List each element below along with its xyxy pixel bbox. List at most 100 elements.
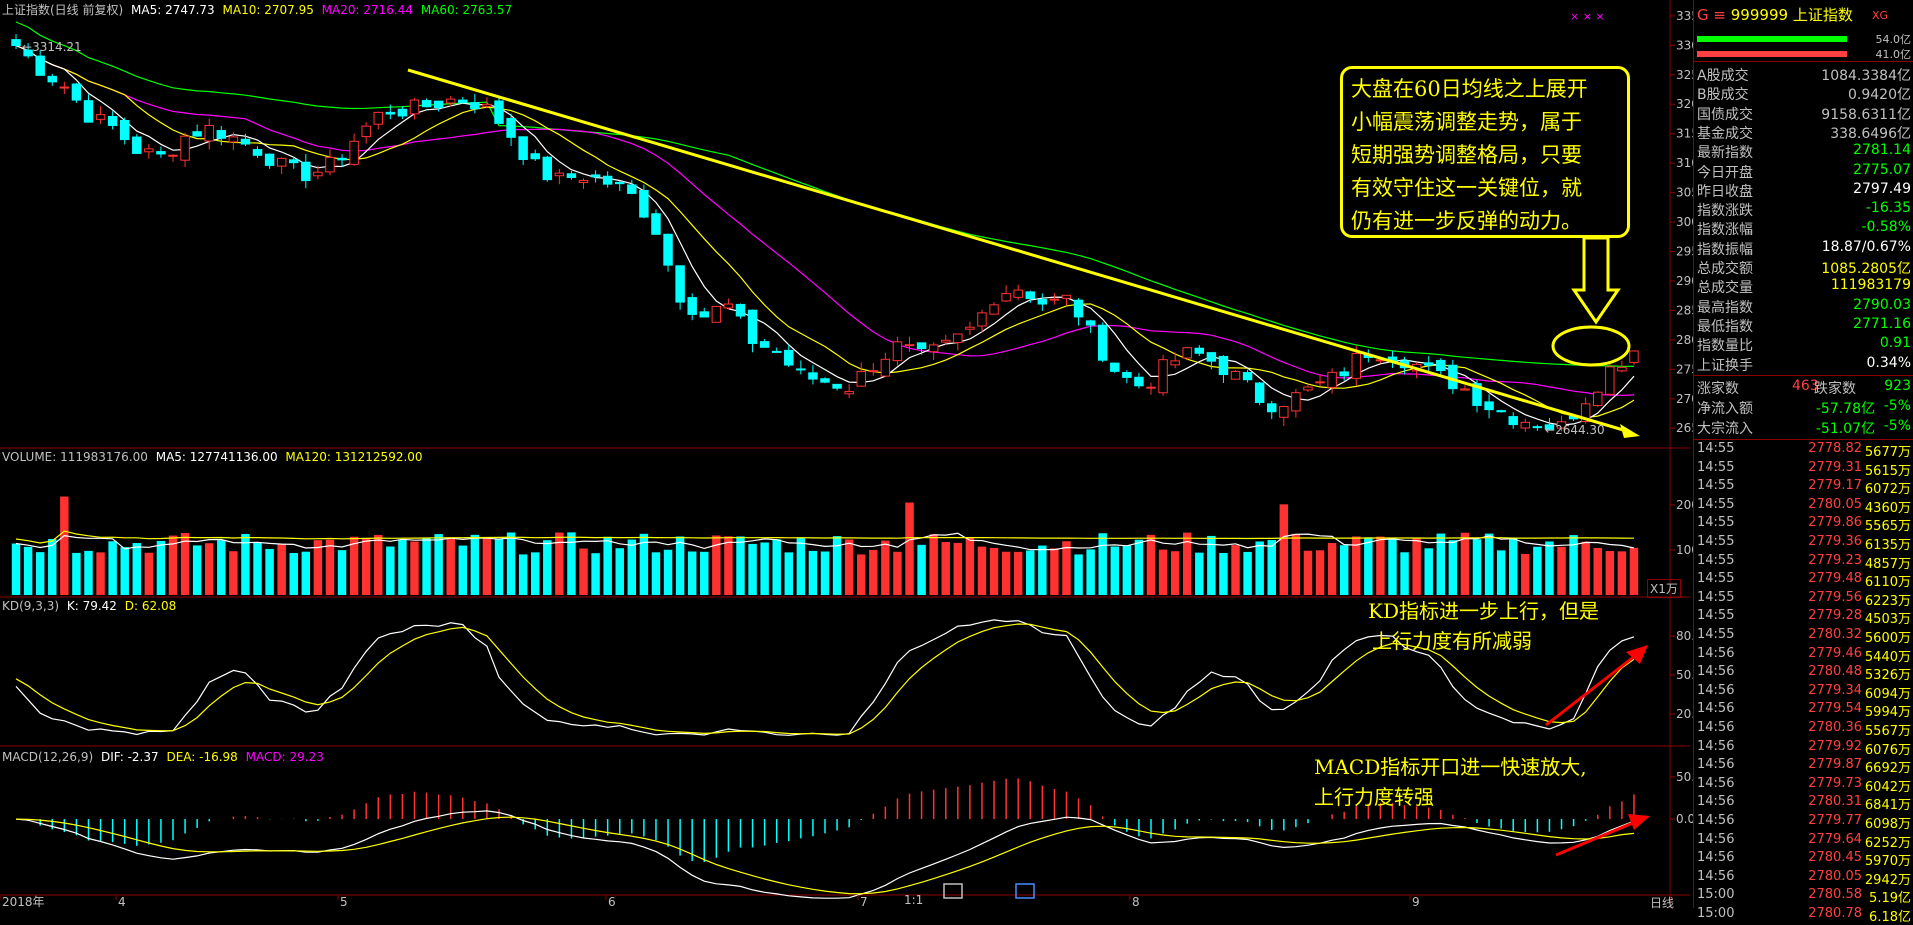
volume-bar <box>60 496 69 595</box>
candle-body <box>542 156 553 181</box>
period-label[interactable]: 日线 <box>1650 896 1675 910</box>
volume-bar <box>1581 541 1590 595</box>
candle-body <box>47 75 57 83</box>
ma10-legend: MA10: 2707.95 <box>222 3 314 17</box>
low-price-label: ←2644.30 <box>1545 423 1605 437</box>
tick-row: 14:55 2780.32 5600万 <box>1697 627 1911 646</box>
volume-bar <box>289 553 298 595</box>
volume-bar <box>48 539 57 595</box>
volume-bar <box>687 551 697 595</box>
volume-bar <box>1074 554 1083 595</box>
volume-bar <box>1315 550 1325 595</box>
x-axis-label: 2018年 <box>2 895 45 908</box>
quote-row-label: 指数涨跌 <box>1697 203 1753 220</box>
highlight-ellipse <box>1551 325 1631 367</box>
volume-bar <box>796 538 806 595</box>
ma5-legend: MA5: 2747.73 <box>131 3 215 17</box>
volume-bar <box>1424 548 1433 595</box>
tick-price: 2779.77 <box>1808 813 1862 828</box>
tick-time: 14:55 <box>1697 478 1735 494</box>
candle-body <box>675 265 685 303</box>
volume-bar <box>108 541 117 595</box>
price-axis-label: 3100 <box>1676 156 1693 170</box>
tick-volume: 5994万 <box>1864 705 1911 721</box>
tick-time: 14:55 <box>1697 627 1735 642</box>
high-price-label: ←3314.21 <box>22 40 82 54</box>
candle-body <box>264 153 275 166</box>
tick-volume: 4360万 <box>1864 500 1911 516</box>
candle-body <box>204 124 214 142</box>
candle-body <box>941 339 951 343</box>
x-axis-label: 5 <box>340 895 348 908</box>
dec-value: 923 <box>1884 378 1911 394</box>
tick-price: 2779.87 <box>1808 757 1862 773</box>
volume-bar <box>1412 538 1421 595</box>
price-axis-label: 3350 <box>1676 9 1693 23</box>
candle-body <box>663 233 673 266</box>
main-callout-line: 短期强势调整格局，只要 <box>1351 143 1582 167</box>
candle-body <box>1351 353 1361 379</box>
volume-bar <box>784 552 794 595</box>
candle-body <box>518 136 528 161</box>
volume-bar <box>386 546 395 595</box>
quote-row-value: 1085.2805亿 <box>1821 261 1911 277</box>
volume-bar <box>1207 535 1216 595</box>
zoom-out-icon <box>943 883 963 899</box>
tick-time: 14:56 <box>1697 720 1735 735</box>
volume-bar <box>506 532 516 595</box>
tick-price: 2779.17 <box>1808 478 1862 494</box>
tick-price: 2778.82 <box>1808 441 1862 456</box>
quote-row-label: 基金成交 <box>1697 125 1753 142</box>
candle-body <box>373 111 383 125</box>
candle-body <box>1170 360 1180 366</box>
tick-price: 2780.78 <box>1808 906 1862 921</box>
candle-body <box>566 173 577 178</box>
candle-body <box>228 136 239 143</box>
tick-time: 14:55 <box>1697 534 1735 549</box>
tick-time: 15:00 <box>1697 906 1735 921</box>
volume-bar <box>965 537 975 595</box>
price-axis-label: 2750 <box>1676 362 1693 376</box>
tick-time: 14:55 <box>1697 515 1735 531</box>
macd-callout-line: MACD指标开口进一快速放大, <box>1314 755 1587 779</box>
quote-row: B股成交 0.9420亿 <box>1697 84 1911 103</box>
volume-bar <box>675 536 685 595</box>
chart-canvas[interactable]: 3350 3300 3250 3200 3150 3100 3050 3000 2950 2900… <box>0 0 1693 908</box>
candle-body <box>808 372 818 380</box>
volume-bar <box>180 533 190 595</box>
ma20-legend: MA20: 2716.44 <box>321 3 413 17</box>
candle-body <box>639 189 649 218</box>
tick-volume: 6094万 <box>1864 686 1911 702</box>
volume-bar <box>1557 546 1566 595</box>
candle-body <box>1218 355 1229 376</box>
quote-row-value: 1084.3384亿 <box>1821 68 1911 84</box>
candle-body <box>1146 386 1156 389</box>
candle-body <box>1158 359 1168 394</box>
volume-bar <box>168 535 178 595</box>
x-axis-label: 4 <box>118 895 126 908</box>
quote-row-label: 总成交量 <box>1697 280 1753 297</box>
kd-header: KD(9,3,3) K: 79.42 D: 62.08 <box>2 599 176 613</box>
candle-body <box>1472 383 1482 406</box>
quote-row: A股成交 1084.3384亿 <box>1697 65 1911 84</box>
volume-header: VOLUME: 111983176.00 MA5: 127741136.00 M… <box>2 450 423 464</box>
volume-bar <box>869 549 878 595</box>
volume-bar <box>1352 536 1361 595</box>
volume-bar <box>1496 550 1506 595</box>
kd-callout-line: 上行力度有所减弱 <box>1372 629 1532 653</box>
tick-row: 14:55 2780.05 4360万 <box>1697 497 1911 516</box>
candle-body <box>216 130 227 139</box>
price-axis-label: 3000 <box>1676 215 1693 229</box>
candle-body <box>409 99 420 115</box>
volume-bar <box>712 535 721 595</box>
menu-icon[interactable]: ≡ <box>1713 6 1726 24</box>
tick-price: 2780.05 <box>1808 868 1862 884</box>
volume-bar <box>482 538 492 595</box>
volume-bar <box>808 550 818 595</box>
candle-body <box>397 108 408 117</box>
tick-volume: 5565万 <box>1864 519 1911 535</box>
main-callout-line: 有效守住这一关键位，就 <box>1351 176 1582 200</box>
volume-bar <box>1013 551 1023 595</box>
volume-bar <box>1219 552 1228 595</box>
volume-bar <box>639 533 649 595</box>
